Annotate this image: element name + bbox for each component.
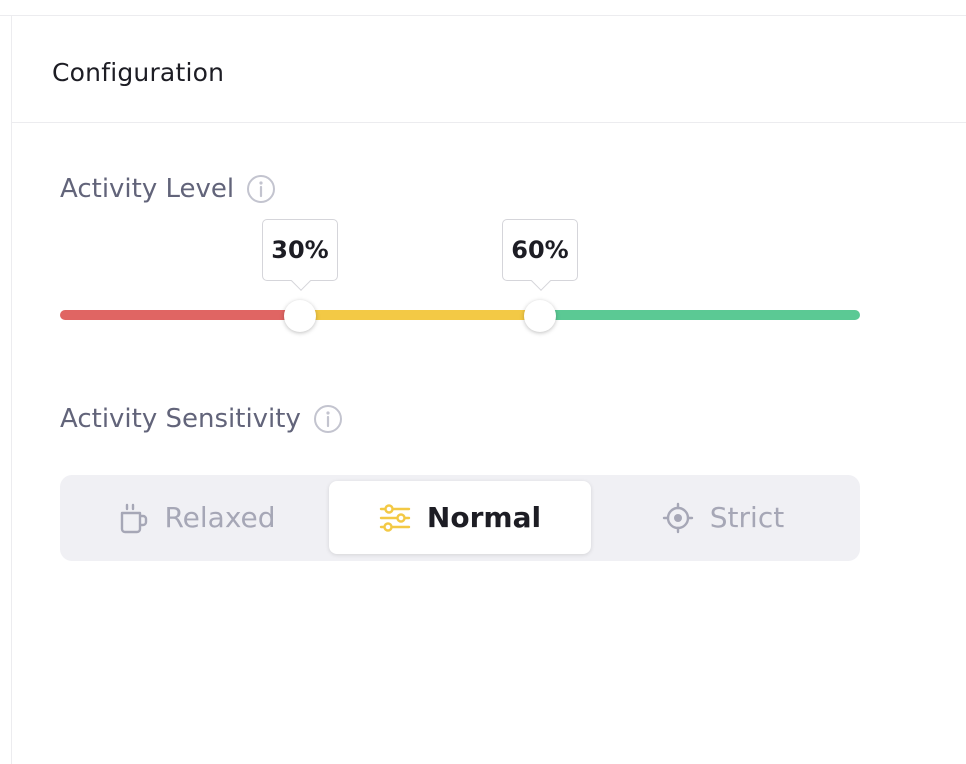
activity-level-slider[interactable]: 30% 60% — [60, 219, 860, 332]
info-icon[interactable] — [313, 404, 343, 434]
threshold-value-low: 30% — [271, 236, 329, 264]
slider-handle-low[interactable] — [284, 300, 316, 332]
slider-segment-low — [60, 310, 300, 320]
crosshair-icon — [662, 502, 693, 533]
activity-sensitivity-label: Activity Sensitivity — [60, 404, 301, 434]
threshold-tooltip-low: 30% — [262, 219, 338, 281]
info-icon[interactable] — [246, 174, 276, 204]
threshold-value-high: 60% — [511, 236, 569, 264]
panel-header: Configuration — [12, 16, 966, 123]
sensitivity-option-strict[interactable]: Strict — [592, 481, 854, 554]
top-divider — [0, 15, 966, 16]
page-title: Configuration — [52, 58, 225, 87]
sensitivity-option-relaxed[interactable]: Relaxed — [66, 481, 328, 554]
sensitivity-option-normal[interactable]: Normal — [329, 481, 591, 554]
left-divider — [11, 15, 12, 764]
sliders-icon — [379, 503, 411, 532]
activity-level-label-row: Activity Level — [60, 174, 276, 204]
sensitivity-segmented-control: Relaxed Normal Strict — [60, 475, 860, 561]
activity-level-label: Activity Level — [60, 174, 235, 204]
option-label: Strict — [709, 501, 785, 534]
slider-segment-high — [540, 310, 860, 320]
slider-segment-mid — [300, 310, 540, 320]
coffee-cup-icon — [121, 503, 148, 533]
option-label: Normal — [426, 501, 542, 534]
slider-handle-high[interactable] — [524, 300, 556, 332]
activity-sensitivity-label-row: Activity Sensitivity — [60, 404, 343, 434]
threshold-tooltip-high: 60% — [502, 219, 578, 281]
option-label: Relaxed — [164, 501, 276, 534]
